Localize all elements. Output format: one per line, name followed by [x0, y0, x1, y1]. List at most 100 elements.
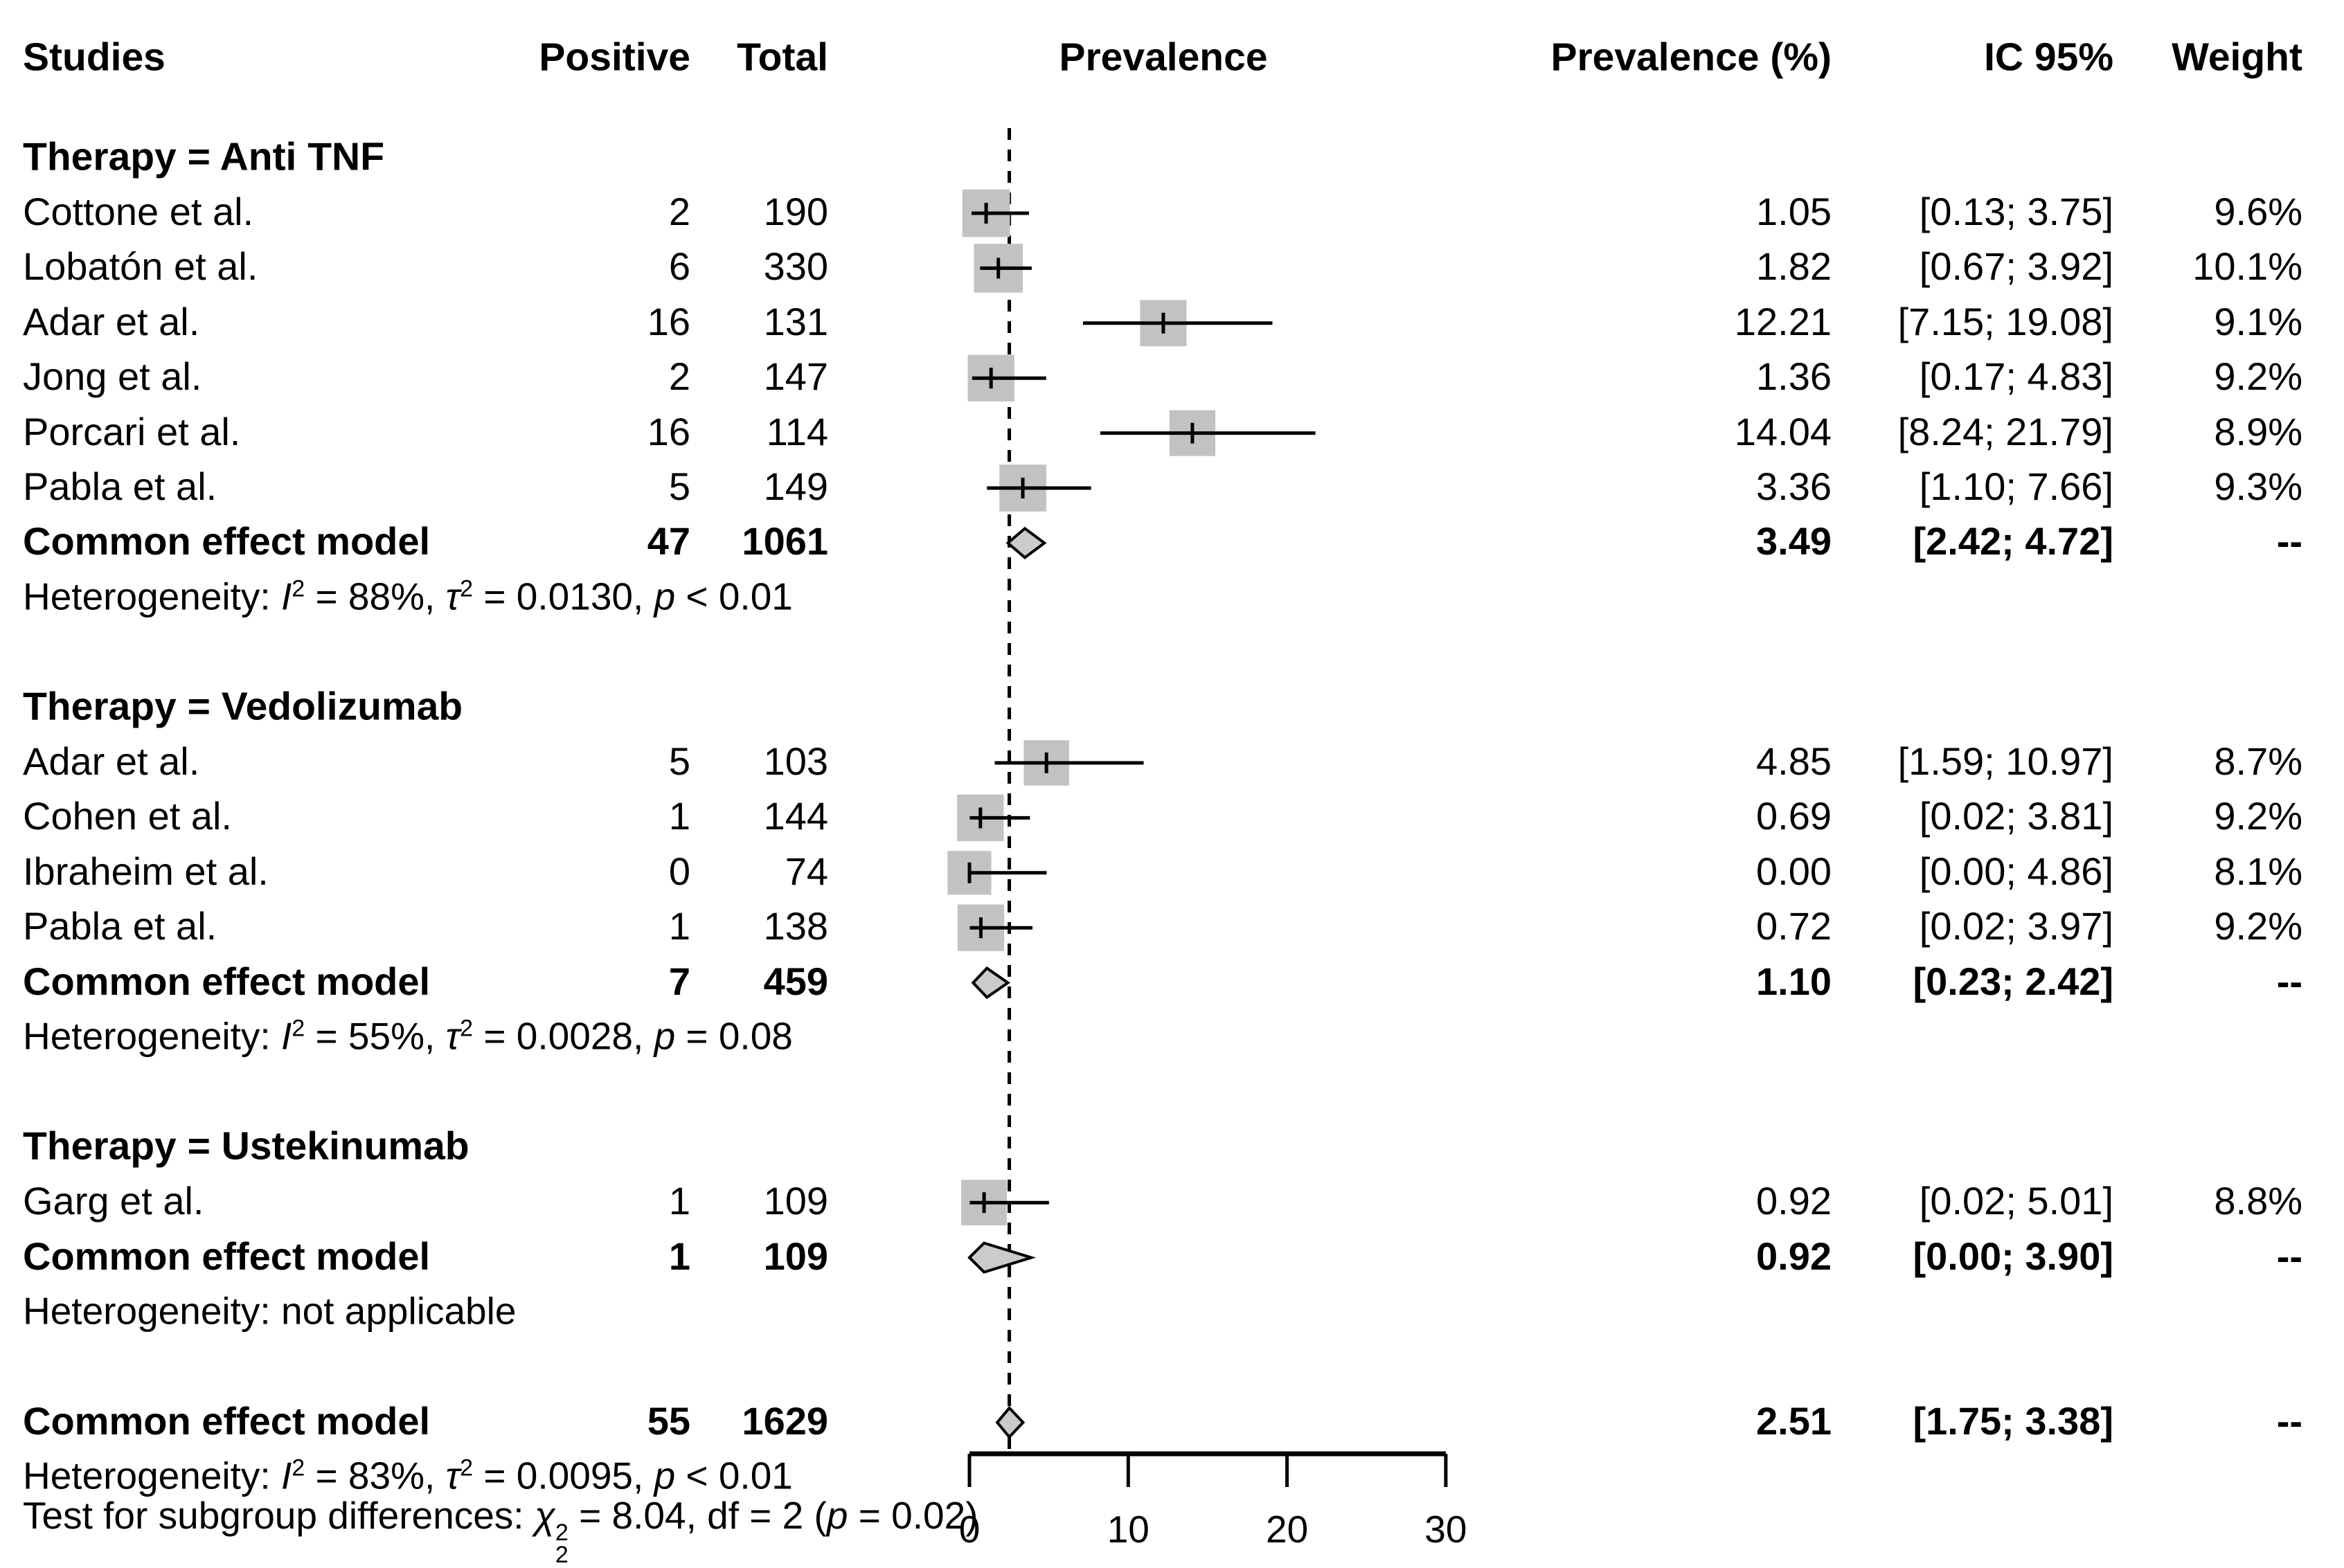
study-total: 114	[766, 409, 828, 453]
study-ci: [0.23; 2.42]	[1913, 959, 2114, 1003]
study-positive: 0	[668, 849, 690, 893]
study-prevalence: 2.51	[1756, 1398, 1832, 1443]
x-axis-tick-label: 0	[959, 1508, 981, 1551]
study-positive: 1	[668, 1179, 690, 1223]
summary-diamond	[967, 1241, 1037, 1274]
study-row-name: Pabla et al.	[23, 904, 217, 948]
study-total: 190	[763, 189, 828, 233]
study-positive: 2	[668, 189, 690, 233]
study-weight: 10.1%	[2192, 244, 2302, 289]
study-weight: 9.2%	[2214, 794, 2302, 838]
study-weight: 9.2%	[2214, 904, 2302, 948]
study-weight: --	[2276, 959, 2302, 1003]
common-effect-row-label: Common effect model	[23, 1234, 431, 1278]
study-weight: --	[2276, 519, 2302, 564]
study-prevalence: 1.36	[1756, 354, 1832, 399]
study-ci: [1.10; 7.66]	[1919, 464, 2113, 508]
study-positive: 55	[647, 1398, 690, 1443]
group-header: Therapy = Anti TNF	[23, 134, 385, 179]
heterogeneity-note: Heterogeneity: I2 = 83%, τ2 = 0.0095, p …	[23, 1454, 793, 1497]
column-header-total: Total	[737, 35, 828, 80]
study-total: 147	[763, 354, 828, 399]
study-total: 1629	[742, 1398, 828, 1443]
study-total: 74	[785, 849, 828, 893]
study-total: 144	[763, 794, 828, 838]
x-axis-tick-label: 20	[1266, 1508, 1308, 1551]
study-prevalence: 1.82	[1756, 244, 1832, 289]
study-ci: [0.17; 4.83]	[1919, 354, 2113, 399]
study-row-name: Adar et al.	[23, 299, 200, 343]
study-positive: 16	[647, 409, 690, 453]
study-ci: [0.02; 3.81]	[1919, 794, 2113, 838]
study-positive: 7	[668, 959, 690, 1003]
study-weight: 8.8%	[2214, 1179, 2302, 1223]
study-weight: 8.9%	[2214, 409, 2302, 453]
column-header-weight: Weight	[2172, 35, 2302, 80]
study-positive: 6	[668, 244, 690, 289]
study-total: 138	[763, 904, 828, 948]
study-row-name: Jong et al.	[23, 354, 202, 399]
study-prevalence: 4.85	[1756, 739, 1832, 783]
study-row-name: Cohen et al.	[23, 794, 232, 838]
common-effect-row-label: Common effect model	[23, 519, 431, 564]
study-ci: [0.02; 3.97]	[1919, 904, 2113, 948]
study-total: 330	[763, 244, 828, 289]
study-ci: [1.75; 3.38]	[1913, 1398, 2114, 1443]
study-prevalence: 3.36	[1756, 464, 1832, 508]
study-ci: [0.67; 3.92]	[1919, 244, 2113, 289]
study-total: 149	[763, 464, 828, 508]
column-header-ic95: IC 95%	[1984, 35, 2113, 80]
heterogeneity-note: Heterogeneity: I2 = 88%, τ2 = 0.0130, p …	[23, 575, 793, 618]
study-prevalence: 0.72	[1756, 904, 1832, 948]
study-ci: [0.13; 3.75]	[1919, 189, 2113, 233]
study-weight: 9.3%	[2214, 464, 2302, 508]
study-total: 131	[763, 299, 828, 343]
study-prevalence: 1.10	[1756, 959, 1832, 1003]
study-ci: [0.02; 5.01]	[1919, 1179, 2113, 1223]
study-prevalence: 1.05	[1756, 189, 1832, 233]
study-prevalence: 0.92	[1756, 1179, 1832, 1223]
summary-diamond	[1005, 526, 1047, 559]
study-positive: 5	[668, 464, 690, 508]
study-prevalence: 0.69	[1756, 794, 1832, 838]
study-row-name: Lobatón et al.	[23, 244, 258, 289]
x-axis-tick-label: 30	[1424, 1508, 1467, 1551]
summary-diamond	[971, 966, 1010, 1000]
study-total: 109	[763, 1234, 828, 1278]
study-row-name: Adar et al.	[23, 739, 200, 783]
study-positive: 1	[668, 904, 690, 948]
heterogeneity-note: Heterogeneity: not applicable	[23, 1289, 517, 1333]
study-positive: 1	[668, 1234, 690, 1278]
summary-diamond	[995, 1405, 1026, 1439]
common-effect-row-label: Common effect model	[23, 959, 431, 1003]
study-positive: 5	[668, 739, 690, 783]
study-prevalence: 0.00	[1756, 849, 1832, 893]
study-total: 109	[763, 1179, 828, 1223]
study-row-name: Garg et al.	[23, 1179, 204, 1223]
study-total: 1061	[742, 519, 828, 564]
study-ci: [0.00; 4.86]	[1919, 849, 2113, 893]
column-header-prevalence-plot: Prevalence	[1059, 35, 1268, 80]
study-weight: --	[2276, 1398, 2302, 1443]
study-prevalence: 12.21	[1734, 299, 1832, 343]
study-row-name: Porcari et al.	[23, 409, 241, 453]
study-weight: --	[2276, 1234, 2302, 1278]
column-header-studies: Studies	[23, 35, 165, 80]
study-ci: [0.00; 3.90]	[1913, 1234, 2114, 1278]
study-weight: 8.7%	[2214, 739, 2302, 783]
x-axis-tick-label: 10	[1107, 1508, 1149, 1551]
group-header: Therapy = Ustekinumab	[23, 1124, 469, 1169]
study-ci: [8.24; 21.79]	[1897, 409, 2113, 453]
column-header-positive: Positive	[539, 35, 690, 80]
study-prevalence: 0.92	[1756, 1234, 1832, 1278]
study-weight: 9.6%	[2214, 189, 2302, 233]
heterogeneity-note: Heterogeneity: I2 = 55%, τ2 = 0.0028, p …	[23, 1014, 793, 1058]
column-header-prevalence-pct: Prevalence (%)	[1550, 35, 1832, 80]
group-header: Therapy = Vedolizumab	[23, 683, 463, 728]
study-row-name: Ibraheim et al.	[23, 849, 269, 893]
study-total: 103	[763, 739, 828, 783]
study-ci: [7.15; 19.08]	[1897, 299, 2113, 343]
